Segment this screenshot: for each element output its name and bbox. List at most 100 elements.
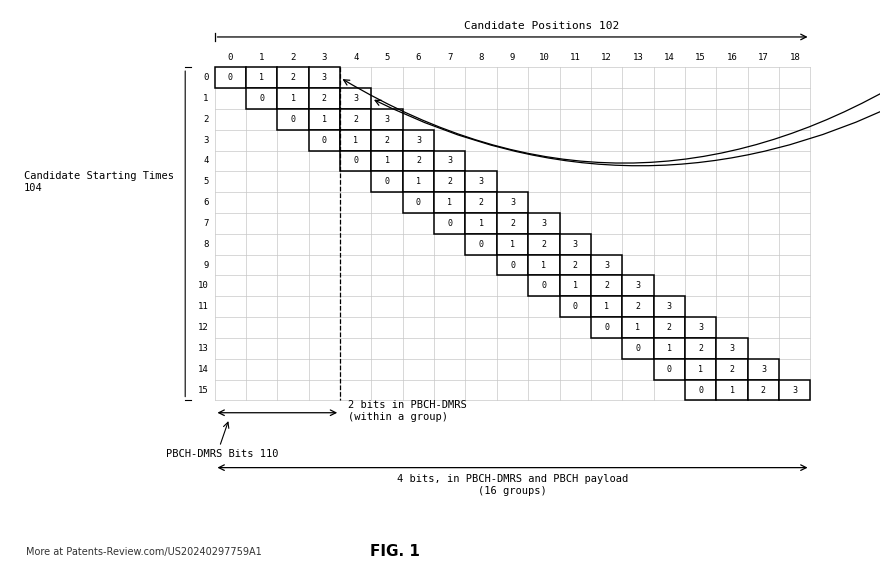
Bar xyxy=(622,296,654,317)
Text: 10: 10 xyxy=(198,281,209,291)
Text: 6: 6 xyxy=(415,53,422,61)
Bar xyxy=(497,234,528,254)
Text: 2: 2 xyxy=(479,198,484,207)
Text: 3: 3 xyxy=(667,302,671,311)
Text: 0: 0 xyxy=(228,53,233,61)
Bar xyxy=(340,151,371,171)
Bar xyxy=(590,296,622,317)
Bar xyxy=(371,109,403,129)
Bar xyxy=(685,338,716,359)
Text: 2 bits in PBCH-DMRS
(within a group): 2 bits in PBCH-DMRS (within a group) xyxy=(348,400,466,422)
Text: 12: 12 xyxy=(198,323,209,332)
Text: 6: 6 xyxy=(203,198,209,207)
Bar xyxy=(779,379,810,401)
Text: 3: 3 xyxy=(792,386,797,395)
Text: 2: 2 xyxy=(635,302,641,311)
Bar xyxy=(528,276,560,296)
Bar xyxy=(748,379,779,401)
Text: 1: 1 xyxy=(259,53,264,61)
Bar xyxy=(277,88,309,109)
Text: 3: 3 xyxy=(761,364,766,374)
Bar xyxy=(560,296,591,317)
Bar xyxy=(685,379,716,401)
Bar xyxy=(685,359,716,379)
Text: 1: 1 xyxy=(203,94,209,103)
Text: 9: 9 xyxy=(203,261,209,269)
Text: 0: 0 xyxy=(353,156,358,166)
Bar xyxy=(434,171,466,192)
Bar xyxy=(309,129,340,151)
Text: 5: 5 xyxy=(385,53,390,61)
Bar xyxy=(466,171,497,192)
Bar xyxy=(654,296,685,317)
Text: 3: 3 xyxy=(573,240,578,249)
Text: 7: 7 xyxy=(203,219,209,228)
Text: 0: 0 xyxy=(228,73,233,82)
Text: More at Patents-Review.com/US20240297759A1: More at Patents-Review.com/US20240297759… xyxy=(26,547,262,557)
Text: 0: 0 xyxy=(604,323,609,332)
Text: 1: 1 xyxy=(604,302,609,311)
Bar xyxy=(497,213,528,234)
Text: 18: 18 xyxy=(789,53,800,61)
Text: 3: 3 xyxy=(322,73,326,82)
Text: 1: 1 xyxy=(510,240,515,249)
Bar xyxy=(560,276,591,296)
Text: 2: 2 xyxy=(761,386,766,395)
Bar xyxy=(403,129,434,151)
Text: 12: 12 xyxy=(601,53,612,61)
Text: 0: 0 xyxy=(698,386,703,395)
Bar xyxy=(654,338,685,359)
Text: 3: 3 xyxy=(203,136,209,144)
Text: 1: 1 xyxy=(447,198,452,207)
Bar xyxy=(340,129,371,151)
Bar xyxy=(309,88,340,109)
Text: 0: 0 xyxy=(541,281,546,291)
Bar xyxy=(560,234,591,254)
Text: 0: 0 xyxy=(447,219,452,228)
Bar xyxy=(590,254,622,276)
Text: 0: 0 xyxy=(416,198,421,207)
Text: 9: 9 xyxy=(510,53,515,61)
Bar xyxy=(340,88,371,109)
Text: 5: 5 xyxy=(203,177,209,186)
Bar xyxy=(622,338,654,359)
Bar xyxy=(434,192,466,213)
Bar xyxy=(528,254,560,276)
Bar xyxy=(403,171,434,192)
Text: 3: 3 xyxy=(416,136,421,144)
Text: 3: 3 xyxy=(353,94,358,103)
Text: 2: 2 xyxy=(573,261,578,269)
Text: 2: 2 xyxy=(203,115,209,124)
Text: 2: 2 xyxy=(322,94,326,103)
Bar xyxy=(434,213,466,234)
Text: 2: 2 xyxy=(385,136,390,144)
Bar xyxy=(560,254,591,276)
Bar xyxy=(622,276,654,296)
Text: 0: 0 xyxy=(667,364,671,374)
Text: 1: 1 xyxy=(259,73,264,82)
Text: 0: 0 xyxy=(635,344,641,353)
Text: 1: 1 xyxy=(290,94,296,103)
Bar xyxy=(528,213,560,234)
Bar xyxy=(654,359,685,379)
Text: 1: 1 xyxy=(416,177,421,186)
Text: 1: 1 xyxy=(667,344,671,353)
Bar xyxy=(309,67,340,88)
Bar xyxy=(403,151,434,171)
Bar xyxy=(371,171,403,192)
Text: 0: 0 xyxy=(479,240,484,249)
Text: 11: 11 xyxy=(570,53,581,61)
Bar xyxy=(466,192,497,213)
Text: 1: 1 xyxy=(698,364,703,374)
Text: 14: 14 xyxy=(664,53,675,61)
Text: 2: 2 xyxy=(604,281,609,291)
Bar xyxy=(497,254,528,276)
Text: 2: 2 xyxy=(290,73,296,82)
Text: 2: 2 xyxy=(290,53,296,61)
Text: 2: 2 xyxy=(541,240,546,249)
Bar xyxy=(528,234,560,254)
Text: 16: 16 xyxy=(727,53,737,61)
Text: 1: 1 xyxy=(635,323,641,332)
Text: 3: 3 xyxy=(322,53,327,61)
Text: 3: 3 xyxy=(635,281,641,291)
